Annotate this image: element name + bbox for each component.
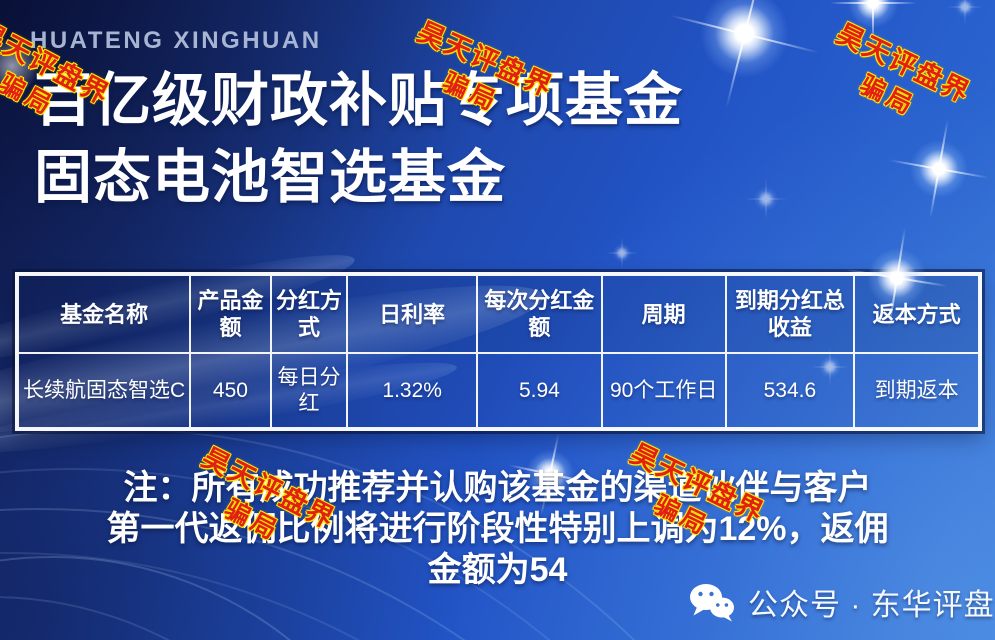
cell-dividend-amount: 5.94 [477, 353, 602, 428]
column-header-product-amount: 产品金额 [190, 275, 271, 353]
note-line-2: 第一代返佣比例将进行阶段性特别上调为12%，返佣 [106, 510, 889, 548]
wechat-icon [688, 582, 736, 623]
sparkle-icon [846, 0, 900, 30]
column-header-total-return: 到期分红总收益 [725, 275, 855, 353]
wechat-account-label: 公众号 · 东华评盘 [748, 589, 995, 622]
cell-dividend-method: 每日分红 [270, 353, 348, 428]
column-header-principal-return: 返本方式 [854, 275, 979, 353]
title-line-2: 固态电池智选基金 [34, 145, 507, 210]
sparkle-icon [612, 243, 632, 263]
cell-product-amount: 450 [190, 353, 271, 428]
note-text: 注：所有成功推荐并认购该基金的渠道伙伴与客户 第一代返佣比例将进行阶段性特别上调… [0, 468, 995, 591]
sparkle-icon [903, 133, 975, 205]
cell-period: 90个工作日 [601, 353, 726, 428]
title-line-1: 百亿级财政补贴专项基金 [34, 68, 684, 133]
wechat-account: 公众号 · 东华评盘 [688, 580, 995, 624]
note-line-1: 注：所有成功推荐并认购该基金的渠道伙伴与客户 [123, 469, 872, 507]
column-header-dividend-method: 分红方式 [270, 275, 348, 353]
cell-principal-return: 到期返本 [854, 353, 979, 428]
sparkle-icon [686, 0, 803, 92]
brand-text: HUATENG XINGHUAN [30, 27, 322, 54]
light-glow [0, 36, 42, 96]
swirl-arc [0, 596, 374, 640]
column-header-period: 周期 [601, 275, 726, 353]
column-header-dividend-amount: 每次分红金额 [477, 275, 602, 353]
cell-fund-name: 长续航固态智选C [18, 353, 191, 428]
watermark-line-1: 昊天评盘界 [831, 18, 976, 109]
sparkle-icon [954, 0, 976, 18]
poster-title: 百亿级财政补贴专项基金 固态电池智选基金 [34, 62, 683, 216]
column-header-daily-rate: 日利率 [347, 275, 478, 353]
fund-table: 基金名称 产品金额 分红方式 日利率 每次分红金额 周期 到期分红总收益 返本方… [15, 272, 982, 431]
cell-daily-rate: 1.32% [347, 353, 478, 428]
note-line-3: 金额为54 [427, 551, 568, 589]
watermark-line-2: 骗局 [855, 70, 920, 122]
sparkle-icon [753, 186, 779, 212]
cell-total-return: 534.6 [725, 353, 855, 428]
column-header-fund-name: 基金名称 [18, 275, 191, 353]
watermark-scam-label: 昊天评盘界 骗局 [816, 12, 979, 142]
